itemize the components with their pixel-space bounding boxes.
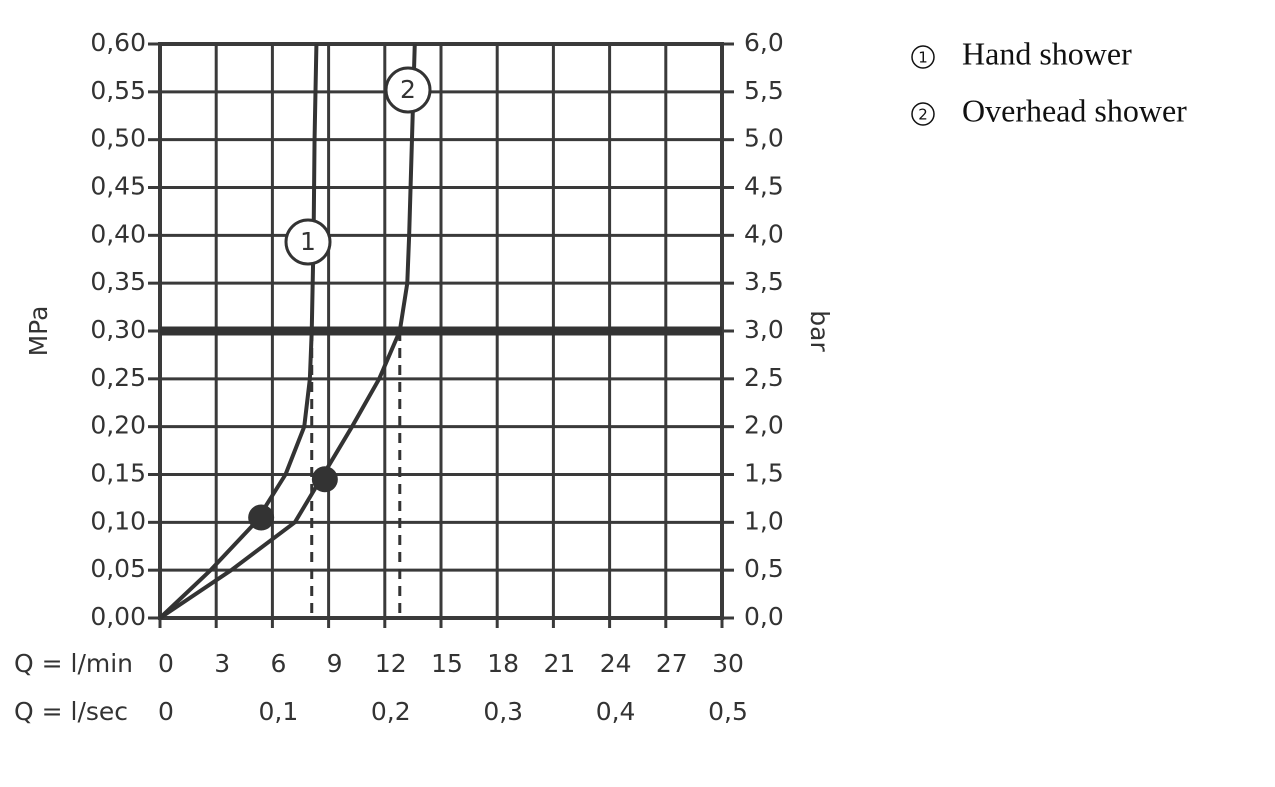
x2-tick-label: 0,3 (483, 697, 523, 726)
y-tick-label: 0,20 (90, 411, 146, 440)
curve (158, 43, 417, 620)
x-tick-label: 6 (270, 649, 286, 678)
x2-tick-label: 0,1 (259, 697, 299, 726)
legend-label: Hand shower (962, 35, 1132, 71)
y2-tick-label: 1,0 (744, 506, 784, 535)
y-tick-label: 0,10 (90, 506, 146, 535)
y2-tick-label: 2,5 (744, 363, 784, 392)
legend-badge-label: 2 (918, 106, 928, 124)
y-tick-label: 0,05 (90, 554, 146, 583)
x-tick-label: 21 (543, 649, 575, 678)
y-tick-label: 0,45 (90, 172, 146, 201)
y-tick-label: 0,30 (90, 315, 146, 344)
y-tick-label: 0,55 (90, 76, 146, 105)
x-tick-label: 30 (712, 649, 744, 678)
legend-badge (911, 102, 935, 126)
x-tick-label: 9 (327, 649, 343, 678)
x-tick-label: 0 (158, 649, 174, 678)
x2-tick-label: 0,5 (708, 697, 748, 726)
curve-label-badge (284, 218, 332, 266)
curve (158, 43, 319, 620)
y2-tick-label: 0,5 (744, 554, 784, 583)
y-tick-label: 0,00 (90, 602, 146, 631)
y2-tick-label: 4,0 (744, 219, 784, 248)
curve-label-badge (384, 66, 432, 114)
y-tick-label: 0,15 (90, 459, 146, 488)
x-tick-label: 3 (214, 649, 230, 678)
x-tick-label: 18 (487, 649, 519, 678)
x-tick-label: 27 (656, 649, 688, 678)
y2-tick-label: 3,0 (744, 315, 784, 344)
x2-tick-label: 0 (158, 697, 174, 726)
y2-axis-label: bar (805, 310, 834, 352)
y2-tick-label: 0,0 (744, 602, 784, 631)
y-tick-label: 0,40 (90, 219, 146, 248)
y2-tick-label: 3,5 (744, 267, 784, 296)
y-axis-label: MPa (24, 306, 53, 357)
x2-tick-label: 0,4 (596, 697, 636, 726)
operating-point (311, 466, 338, 493)
y2-tick-label: 6,0 (744, 28, 784, 57)
y-tick-label: 0,25 (90, 363, 146, 392)
y-tick-label: 0,35 (90, 267, 146, 296)
x-tick-label: 15 (431, 649, 463, 678)
x-tick-label: 24 (600, 649, 632, 678)
y2-tick-label: 1,5 (744, 459, 784, 488)
y2-tick-label: 5,5 (744, 76, 784, 105)
curve-label: 1 (300, 227, 316, 256)
legend-label: Overhead shower (962, 92, 1187, 128)
operating-point (248, 504, 275, 531)
x2-tick-label: 0,2 (371, 697, 411, 726)
legend-badge-label: 1 (918, 49, 928, 67)
x-axis-label: Q = l/min (14, 649, 133, 678)
curve-label: 2 (400, 75, 416, 104)
x-tick-label: 12 (375, 649, 407, 678)
y-tick-label: 0,60 (90, 28, 146, 57)
legend-badge (911, 45, 935, 69)
y2-tick-label: 5,0 (744, 124, 784, 153)
y2-tick-label: 2,0 (744, 411, 784, 440)
y2-tick-label: 4,5 (744, 172, 784, 201)
x2-axis-label: Q = l/sec (14, 697, 128, 726)
y-tick-label: 0,50 (90, 124, 146, 153)
